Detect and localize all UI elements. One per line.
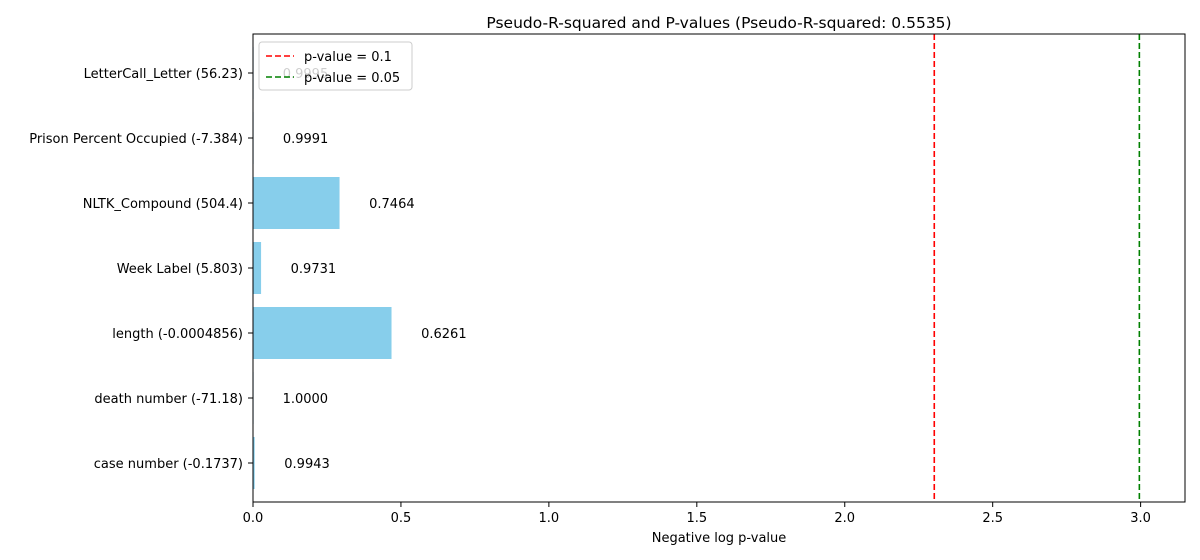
x-tick-label: 2.0 <box>834 511 855 526</box>
y-tick-label: case number (-0.1737) <box>94 457 243 472</box>
bar-value-label: 0.9991 <box>283 132 329 147</box>
legend-label: p-value = 0.05 <box>304 71 400 86</box>
chart-title: Pseudo-R-squared and P-values (Pseudo-R-… <box>486 14 951 32</box>
bar-value-label: 0.9731 <box>291 262 337 277</box>
y-tick-label: Week Label (5.803) <box>117 262 243 277</box>
x-tick-label: 0.0 <box>243 511 264 526</box>
x-tick-label: 1.0 <box>539 511 560 526</box>
legend-box <box>258 41 413 91</box>
y-tick-label: death number (-71.18) <box>94 392 243 407</box>
bar-value-label: 0.7464 <box>369 197 415 212</box>
x-tick-label: 1.5 <box>686 511 707 526</box>
y-tick-label: Prison Percent Occupied (-7.384) <box>29 132 243 147</box>
y-tick-label: NLTK_Compound (504.4) <box>83 197 243 212</box>
x-tick-label: 0.5 <box>391 511 412 526</box>
plot-frame <box>252 33 1186 503</box>
bar <box>253 437 255 489</box>
bar <box>253 242 262 294</box>
y-tick-label: LetterCall_Letter (56.23) <box>84 67 243 82</box>
bar-value-label: 0.9943 <box>284 457 330 472</box>
x-tick-label: 3.0 <box>1130 511 1151 526</box>
x-axis-title: Negative log p-value <box>652 531 787 546</box>
legend-label: p-value = 0.1 <box>304 50 392 65</box>
legend: p-value = 0.1 p-value = 0.05 <box>258 41 413 91</box>
bar <box>253 177 340 229</box>
bar-value-label: 1.0000 <box>283 392 329 407</box>
bar <box>253 307 392 359</box>
plot-area: 0.99431.00000.62610.97310.74640.99910.99… <box>29 33 1186 526</box>
x-tick-label: 2.5 <box>982 511 1003 526</box>
bar-value-label: 0.6261 <box>421 327 467 342</box>
y-tick-label: length (-0.0004856) <box>112 327 243 342</box>
